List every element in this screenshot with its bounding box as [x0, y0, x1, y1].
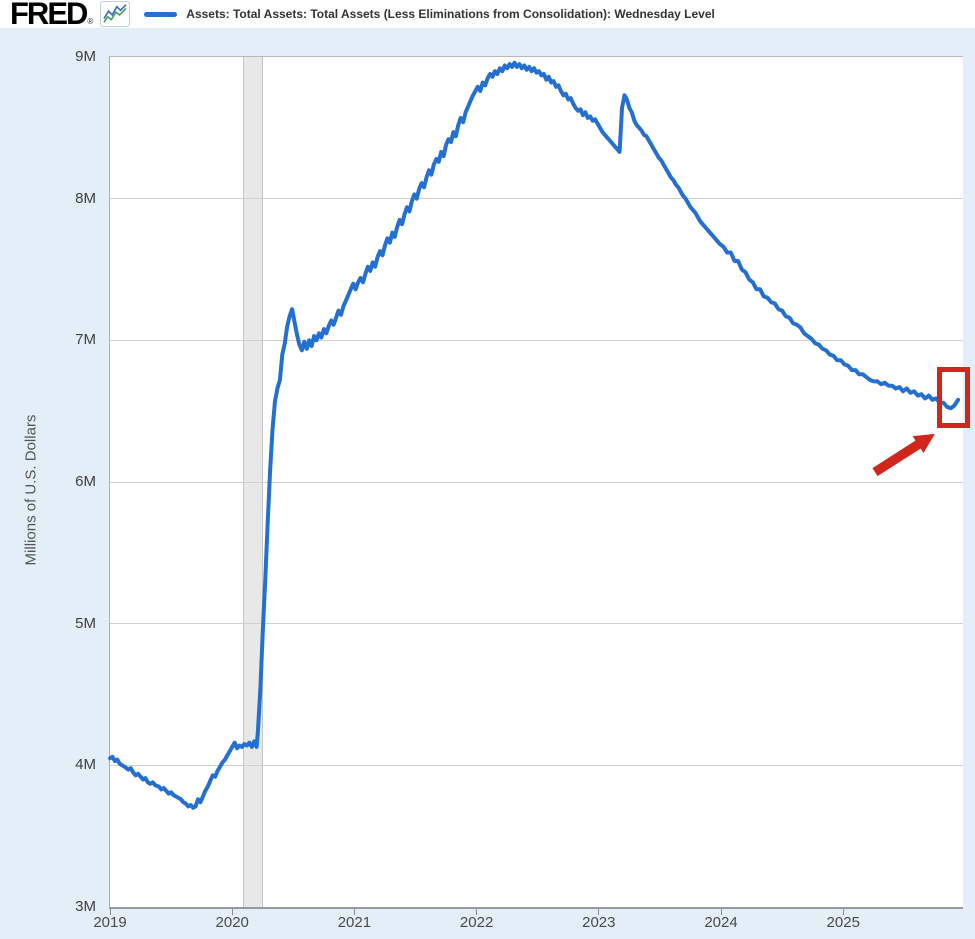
gridline — [110, 198, 963, 200]
x-tick-label: 2023 — [582, 914, 616, 931]
y-tick-label: 4M — [75, 756, 96, 774]
y-tick-label: 3M — [75, 898, 96, 915]
plot-area[interactable] — [109, 56, 963, 909]
highlight-box — [937, 367, 971, 429]
x-tick-label: 2019 — [93, 914, 127, 931]
x-tick-mark — [720, 909, 722, 915]
legend-label: Assets: Total Assets: Total Assets (Less… — [186, 7, 715, 21]
sparkline-chart-icon — [100, 1, 131, 27]
x-tick-mark — [353, 909, 355, 915]
registered-trademark-mark: ® — [87, 17, 94, 26]
x-tick-mark — [109, 909, 111, 915]
x-tick-label: 2022 — [459, 914, 494, 931]
x-tick-mark — [231, 909, 233, 915]
gridline — [110, 481, 963, 483]
x-tick-mark — [598, 909, 600, 915]
fred-logo: FRED — [10, 0, 88, 32]
y-tick-label: 5M — [75, 614, 96, 632]
x-tick-label: 2020 — [215, 914, 249, 931]
gridline — [110, 339, 963, 341]
y-tick-label: 6M — [75, 473, 96, 490]
y-axis-title: Millions of U.S. Dollars — [22, 414, 40, 566]
y-tick-label: 7M — [75, 331, 96, 349]
x-tick-label: 2024 — [704, 914, 738, 931]
legend-line-swatch — [144, 11, 178, 17]
gridline — [110, 764, 963, 766]
gridline — [110, 623, 963, 625]
x-tick-mark — [476, 909, 478, 915]
x-tick-label: 2021 — [337, 914, 372, 931]
x-tick-label: 2025 — [826, 914, 860, 931]
x-tick-mark — [842, 909, 844, 915]
y-tick-label: 9M — [75, 48, 96, 65]
header: FRED ® Assets: Total Assets: Total Asset… — [0, 0, 975, 32]
y-tick-label: 8M — [75, 189, 96, 207]
